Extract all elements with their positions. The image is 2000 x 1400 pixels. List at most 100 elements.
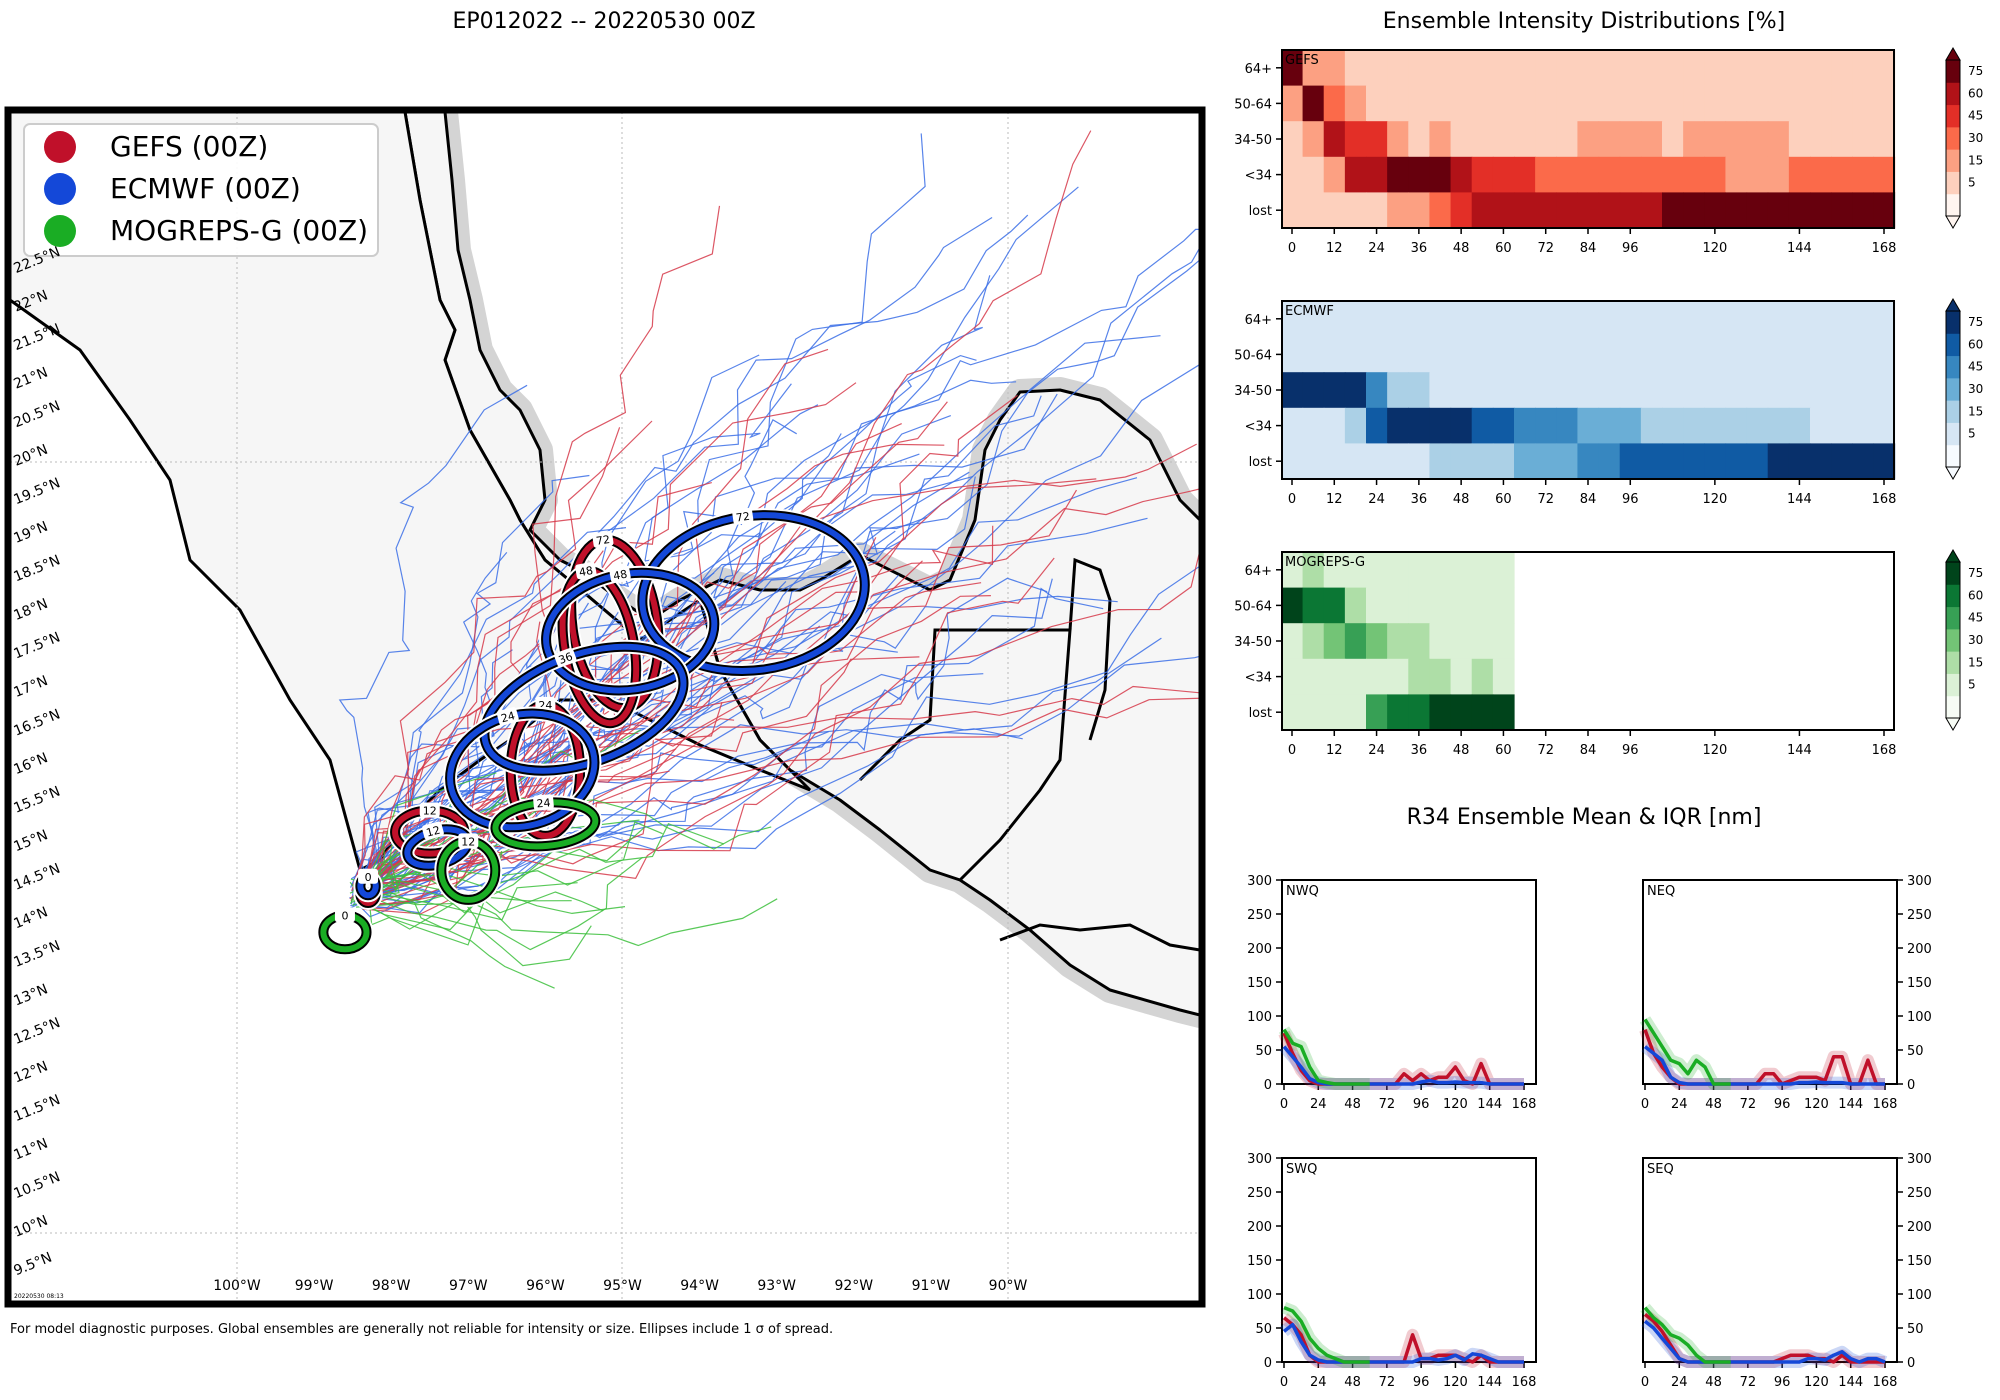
heatmap-cell (1767, 301, 1790, 338)
heatmap-row-label: 50-64 (1234, 348, 1272, 363)
heatmap-cell (1492, 407, 1515, 444)
heatmap-cell (1366, 443, 1388, 480)
r34-y-label: 100 (1907, 1010, 1932, 1025)
heatmap-cell (1662, 372, 1684, 409)
r34-y-label: 50 (1907, 1044, 1924, 1059)
r34-quadrant-label: SWQ (1286, 1162, 1317, 1177)
heatmap-cell (1450, 407, 1473, 444)
heatmap-cell (1302, 372, 1325, 409)
heatmap-cell (1323, 407, 1346, 444)
heatmap-cell (1725, 336, 1748, 373)
heatmap-x-label: 24 (1368, 492, 1385, 507)
heatmap-x-label: 0 (1288, 743, 1296, 758)
heatmap-cell (1408, 407, 1431, 444)
map-stamp: 20220530 08:13 (14, 1293, 64, 1300)
heatmap-cell (1450, 192, 1473, 229)
heatmap-cell (1873, 192, 1896, 229)
heatmap-cell (1514, 301, 1536, 338)
heatmap-cell (1471, 156, 1494, 193)
heatmap-cell (1535, 407, 1557, 444)
r34-x-label: 24 (1671, 1375, 1688, 1390)
heatmap-cell (1873, 121, 1896, 158)
heatmap-x-label: 12 (1326, 492, 1343, 507)
r34-y-label: 150 (1247, 976, 1272, 991)
heatmap-cell (1471, 301, 1494, 338)
heatmap-cell (1281, 156, 1304, 193)
r34-quadrant-label: SEQ (1647, 1162, 1674, 1177)
heatmap-cell (1662, 192, 1684, 229)
heatmap-cell (1366, 694, 1388, 731)
ellipse-hour-label: 24 (500, 709, 517, 725)
heatmap-cell (1725, 50, 1748, 87)
heatmap-cell (1408, 192, 1431, 229)
ensemble-track (350, 851, 553, 931)
heatmap-cell (1366, 192, 1388, 229)
heatmap-cell (1450, 694, 1473, 731)
map-footnote: For model diagnostic purposes. Global en… (10, 1322, 833, 1337)
heatmap-cell (1619, 407, 1642, 444)
heatmap-cell (1514, 192, 1536, 229)
heatmap-cell (1640, 50, 1663, 87)
map-legend: GEFS (00Z) ECMWF (00Z) MOGREPS-G (00Z) (23, 123, 379, 257)
spread-ellipse: 72 (635, 507, 872, 678)
r34-mean-line (1643, 1045, 1885, 1086)
ellipse-hour-label: 0 (365, 871, 372, 884)
heatmap-x-label: 60 (1495, 241, 1512, 256)
heatmap-cell (1704, 336, 1727, 373)
heatmap-cell (1810, 372, 1832, 409)
heatmap-cell (1408, 443, 1431, 480)
heatmap-cell (1767, 50, 1790, 87)
heatmap-cell (1408, 658, 1431, 695)
heatmap-cell (1492, 443, 1515, 480)
heatmap-cell (1302, 552, 1325, 589)
heatmap-x-label: 168 (1872, 241, 1897, 256)
heatmap-cell (1366, 658, 1388, 695)
heatmap-cell (1619, 50, 1642, 87)
ellipse-hour-label: 36 (557, 650, 575, 667)
lon-label: 99°W (295, 1278, 334, 1294)
heatmap-cell (1344, 658, 1367, 695)
heatmap-cell (1788, 443, 1811, 480)
heatmap-x-label: 120 (1702, 241, 1727, 256)
heatmap-cell (1429, 552, 1452, 589)
r34-x-label: 0 (1641, 1375, 1649, 1390)
heatmap-cell (1619, 156, 1642, 193)
heatmap-cell (1450, 85, 1473, 122)
heatmap-cell (1492, 623, 1515, 660)
spread-ellipse: 48 (539, 565, 722, 698)
heatmap-cell (1767, 407, 1790, 444)
ensemble-track (369, 420, 653, 890)
heatmap-x-label: 168 (1872, 743, 1897, 758)
heatmap-cell (1767, 336, 1790, 373)
r34-x-label: 120 (1443, 1097, 1468, 1112)
heatmap-cell (1281, 336, 1304, 373)
heatmap-gefs: GEFS 64+ 50-64 34-50 <34 lost 0 12 24 36 48 60 72 84 9… (1234, 47, 1983, 256)
r34-quadrant-label: NEQ (1647, 884, 1675, 899)
heatmap-cell (1577, 372, 1600, 409)
heatmap-cell (1492, 336, 1515, 373)
heatmap-cell (1577, 443, 1600, 480)
heatmap-x-label: 96 (1622, 241, 1639, 256)
lon-label: 100°W (213, 1278, 261, 1294)
heatmap-cell (1514, 443, 1536, 480)
heatmap-cell (1387, 121, 1409, 158)
ensemble-track (350, 578, 1053, 907)
heatmap-cell (1662, 156, 1684, 193)
heatmap-cell (1281, 407, 1304, 444)
heatmap-cell (1746, 121, 1769, 158)
heatmap-cell (1450, 552, 1473, 589)
heatmap-cell (1281, 443, 1304, 480)
heatmap-cell (1344, 121, 1367, 158)
legend-swatch-mogreps (44, 215, 76, 247)
heatmap-cell (1640, 372, 1663, 409)
country-border-belize (1068, 557, 1112, 741)
heatmap-cell (1831, 301, 1853, 338)
heatmap-cell (1746, 85, 1769, 122)
ellipse-hour-label: 0 (341, 909, 348, 922)
r34-panel-seq: SEQ 0 50 100 150 200 250 300 0 24 48 72 96 120 144 168 (1640, 1152, 1932, 1390)
heatmap-cell (1535, 121, 1557, 158)
lon-label: 96°W (526, 1278, 565, 1294)
colorbar-tick: 30 (1968, 382, 1983, 396)
heatmap-cell (1831, 443, 1853, 480)
heatmap-cell (1704, 50, 1727, 87)
